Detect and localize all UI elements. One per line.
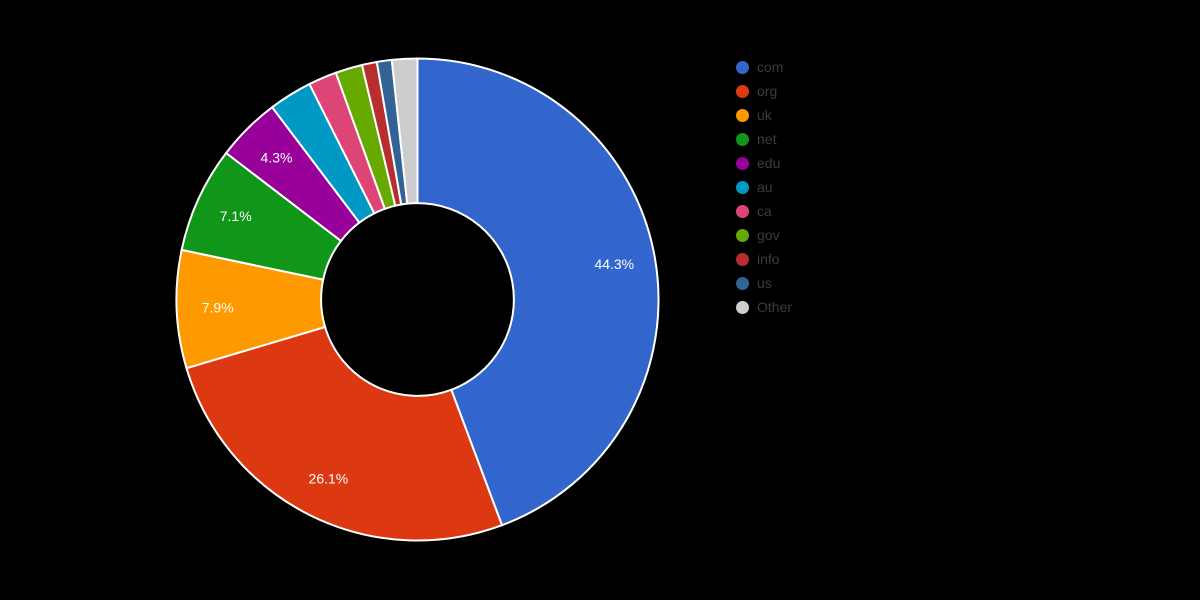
slice-label-edu: 4.3% xyxy=(261,150,293,166)
legend-label: org xyxy=(757,83,778,99)
legend-label: au xyxy=(757,179,773,195)
chart-legend: com org uk net edu au ca gov info us Other xyxy=(736,55,792,319)
legend-item-edu[interactable]: edu xyxy=(736,151,792,175)
pie-slice-com[interactable] xyxy=(416,57,660,527)
legend-item-net[interactable]: net xyxy=(736,127,792,151)
legend-swatch-icon xyxy=(736,300,749,314)
legend-item-com[interactable]: com xyxy=(736,55,792,79)
pie-slice-Other[interactable] xyxy=(390,57,419,205)
legend-label: net xyxy=(757,131,777,147)
legend-item-us[interactable]: us xyxy=(736,271,792,295)
legend-item-Other[interactable]: Other xyxy=(736,295,792,319)
legend-item-ca[interactable]: ca xyxy=(736,199,792,223)
slice-label-org: 26.1% xyxy=(309,471,349,487)
legend-swatch-icon xyxy=(736,132,749,146)
legend-swatch-icon xyxy=(736,108,749,122)
legend-swatch-icon xyxy=(736,180,749,194)
legend-item-au[interactable]: au xyxy=(736,175,792,199)
legend-item-gov[interactable]: gov xyxy=(736,223,792,247)
legend-label: Other xyxy=(757,299,793,315)
legend-swatch-icon xyxy=(736,228,749,242)
pie-slice-org[interactable] xyxy=(185,325,504,542)
legend-label: info xyxy=(757,251,780,267)
legend-swatch-icon xyxy=(736,204,749,218)
legend-label: uk xyxy=(757,107,772,123)
legend-label: us xyxy=(757,275,772,291)
slice-label-uk: 7.9% xyxy=(202,300,234,316)
slice-label-com: 44.3% xyxy=(594,256,634,272)
legend-label: gov xyxy=(757,227,780,243)
legend-label: com xyxy=(757,59,784,75)
legend-item-uk[interactable]: uk xyxy=(736,103,792,127)
legend-swatch-icon xyxy=(736,276,749,290)
legend-swatch-icon xyxy=(736,252,749,266)
slice-label-net: 7.1% xyxy=(220,208,252,224)
legend-label: edu xyxy=(757,155,781,171)
legend-swatch-icon xyxy=(736,84,749,98)
legend-swatch-icon xyxy=(736,156,749,170)
legend-item-org[interactable]: org xyxy=(736,79,792,103)
legend-item-info[interactable]: info xyxy=(736,247,792,271)
legend-swatch-icon xyxy=(736,60,749,74)
legend-label: ca xyxy=(757,203,772,219)
